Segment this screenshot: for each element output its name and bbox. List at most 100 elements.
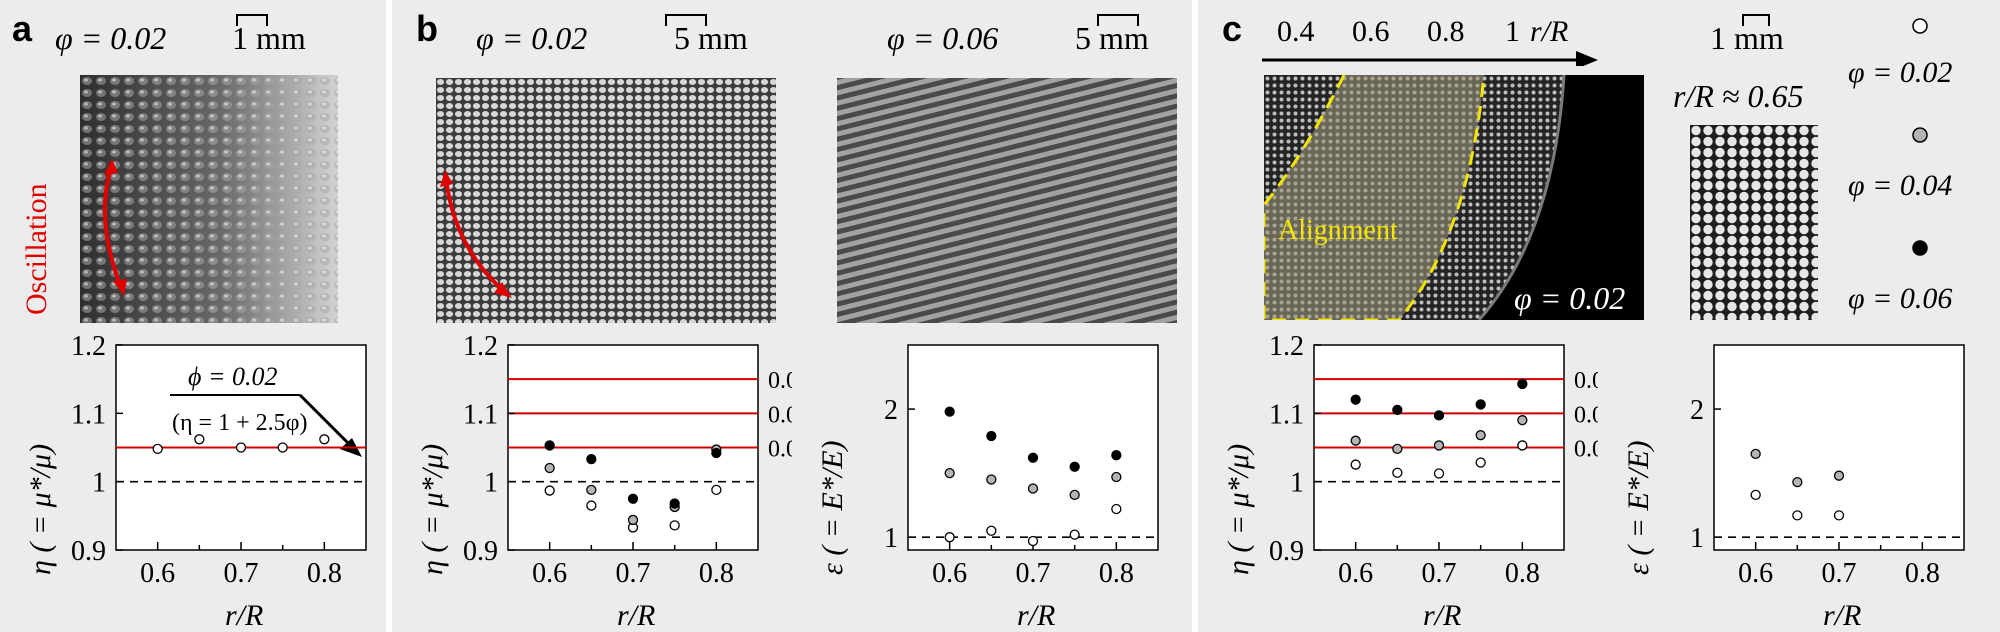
alignment-region-outline bbox=[1264, 75, 1486, 320]
legend-marker-open bbox=[1912, 18, 1928, 34]
data-point bbox=[194, 434, 205, 445]
panel-b-right-plot: ε ( = E*/E) r/R 1 2 0.6 0.7 0.8 bbox=[816, 344, 1159, 632]
oscillation-label: Oscillation bbox=[20, 183, 53, 315]
data-point bbox=[1069, 529, 1080, 540]
y-tick-label: 0.9 bbox=[463, 536, 498, 567]
data-point bbox=[544, 462, 555, 474]
data-point bbox=[1350, 459, 1361, 470]
data-point bbox=[986, 474, 997, 485]
data-point bbox=[1475, 399, 1486, 410]
data-point bbox=[1069, 461, 1080, 472]
panel-b-left-scale-label: 5 mm bbox=[674, 20, 748, 56]
y-tick-label: 1 bbox=[92, 468, 106, 499]
x-tick-label: 0.8 bbox=[1099, 558, 1134, 589]
data-point bbox=[711, 484, 722, 496]
panel-a: a φ = 0.02 1 mm Oscillation bbox=[0, 0, 386, 632]
panel-a-plot: η ( = μ*/μ) r/R ϕ = 0.02 (η = 1 + 2.5φ) … bbox=[24, 335, 367, 632]
panel-a-microscope-image bbox=[80, 75, 338, 323]
legend-marker-gray bbox=[1912, 127, 1928, 143]
data-point bbox=[1027, 483, 1039, 494]
data-point bbox=[944, 532, 955, 543]
panel-b-left-xlabel: r/R bbox=[617, 599, 655, 632]
reference-line-label: 0.02 bbox=[1574, 437, 1598, 463]
panel-b-right-plot-area bbox=[907, 344, 1159, 551]
y-tick-label: 1.2 bbox=[463, 335, 498, 362]
x-tick-label: 0.7 bbox=[1422, 558, 1457, 589]
data-point bbox=[1750, 489, 1761, 501]
x-tick-label: 0.7 bbox=[616, 558, 651, 589]
radial-axis-tick: 0.4 bbox=[1277, 15, 1315, 48]
panel-a-annotation-1: ϕ = 0.02 bbox=[188, 362, 278, 391]
y-tick-label: 1.2 bbox=[71, 335, 106, 362]
data-point bbox=[1475, 457, 1486, 468]
panel-b-left-ylabel: η ( = μ*/μ) bbox=[416, 444, 449, 575]
x-tick-label: 0.7 bbox=[224, 558, 259, 589]
x-tick-label: 0.8 bbox=[1905, 558, 1940, 589]
reference-line-label: 0.04 bbox=[768, 402, 792, 428]
legend-marker-filled bbox=[1912, 240, 1928, 256]
data-point bbox=[669, 520, 680, 531]
alignment-label: Alignment bbox=[1278, 215, 1398, 246]
radial-axis: 0.4 0.6 0.8 1 r/R bbox=[1262, 15, 1598, 66]
y-tick-label: 1.1 bbox=[71, 399, 106, 430]
y-tick-label: 1.2 bbox=[1269, 335, 1304, 362]
data-point bbox=[1111, 471, 1122, 483]
panel-b-left-image bbox=[436, 78, 776, 323]
x-tick-label: 0.7 bbox=[1016, 558, 1051, 589]
x-tick-label: 0.6 bbox=[532, 558, 567, 589]
panel-b: b φ = 0.02 5 mm φ = 0.06 5 mm bbox=[392, 0, 1192, 632]
legend-label: φ = 0.02 bbox=[1848, 56, 1952, 89]
data-point bbox=[586, 500, 597, 511]
y-tick-label: 1 bbox=[884, 523, 898, 554]
x-tick-label: 0.6 bbox=[1338, 558, 1373, 589]
panel-a-xlabel: r/R bbox=[225, 599, 263, 632]
data-point bbox=[711, 447, 722, 459]
panel-a-scale-bar bbox=[236, 14, 268, 26]
y-tick-label: 2 bbox=[1690, 395, 1704, 426]
radial-axis-label: r/R bbox=[1530, 15, 1568, 48]
data-point bbox=[1111, 503, 1122, 515]
panel-b-right-xlabel: r/R bbox=[1017, 599, 1055, 632]
panel-a-ylabel: η ( = μ*/μ) bbox=[24, 444, 57, 575]
panel-a-phi: φ = 0.02 bbox=[55, 20, 167, 56]
x-tick-label: 0.8 bbox=[699, 558, 734, 589]
y-tick-label: 1 bbox=[484, 468, 498, 499]
oscillation-arrow bbox=[102, 164, 124, 291]
y-tick-label: 0.9 bbox=[1269, 536, 1304, 567]
panel-label-b: b bbox=[416, 8, 438, 49]
data-point bbox=[152, 443, 163, 455]
panel-b-oscillation-arrow bbox=[444, 177, 508, 295]
data-point bbox=[1350, 394, 1361, 405]
panel-label-c: c bbox=[1222, 8, 1243, 49]
panel-label-a: a bbox=[12, 8, 33, 49]
data-point bbox=[627, 514, 639, 526]
legend-label: φ = 0.04 bbox=[1848, 169, 1952, 202]
panel-c-image-phi: φ = 0.02 bbox=[1514, 280, 1625, 316]
x-tick-label: 0.6 bbox=[140, 558, 175, 589]
panel-b-left-scale-bar bbox=[665, 14, 707, 26]
data-point bbox=[986, 525, 997, 536]
x-tick-label: 0.6 bbox=[932, 558, 967, 589]
data-point bbox=[1392, 467, 1403, 478]
panel-c-right-xlabel: r/R bbox=[1823, 599, 1861, 632]
panel-c-legend: φ = 0.02 φ = 0.04 φ = 0.06 bbox=[1848, 18, 1952, 315]
panel-c-ratio: r/R ≈ 0.65 bbox=[1673, 78, 1804, 114]
data-point bbox=[1517, 440, 1528, 451]
data-point bbox=[669, 498, 680, 509]
data-point bbox=[1392, 404, 1403, 416]
data-point bbox=[1433, 468, 1445, 479]
x-tick-label: 0.8 bbox=[1505, 558, 1540, 589]
data-point bbox=[1517, 378, 1528, 390]
radial-axis-tick: 1 bbox=[1505, 15, 1520, 48]
panel-c-scale-bar bbox=[1742, 14, 1770, 26]
y-tick-label: 0.9 bbox=[71, 536, 106, 567]
panel-c-closeup-image bbox=[1690, 125, 1818, 320]
panel-c-left-ylabel: η ( = μ*/μ) bbox=[1222, 444, 1255, 575]
data-point bbox=[1069, 489, 1080, 501]
radial-axis-tick: 0.6 bbox=[1352, 15, 1390, 48]
panel-b-right-scale-bar bbox=[1097, 14, 1139, 26]
data-point bbox=[1792, 476, 1803, 488]
data-point bbox=[1833, 510, 1845, 521]
data-point bbox=[235, 442, 247, 453]
x-tick-label: 0.6 bbox=[1738, 558, 1773, 589]
